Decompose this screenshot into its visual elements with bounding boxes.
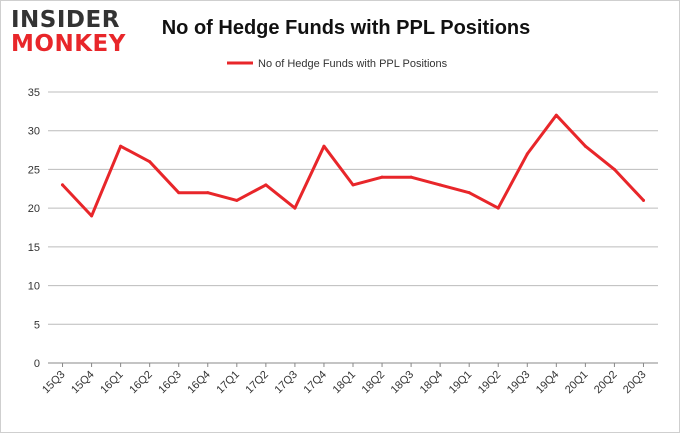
x-tick-label: 17Q1 bbox=[214, 369, 242, 397]
data-point bbox=[148, 160, 152, 164]
data-point bbox=[554, 113, 558, 117]
data-point bbox=[641, 198, 645, 202]
x-tick-label: 16Q4 bbox=[185, 369, 213, 397]
data-point bbox=[90, 214, 94, 218]
data-point bbox=[612, 167, 616, 171]
logo-line-monkey: MONKEY bbox=[11, 31, 126, 57]
grid bbox=[48, 91, 658, 364]
x-tick-label: 18Q3 bbox=[389, 369, 417, 397]
x-axis: 15Q3 15Q4 16Q1 16Q2 16Q3 16Q4 17Q1 17Q2 17Q3 17Q4… bbox=[40, 363, 649, 397]
y-tick-label: 15 bbox=[28, 242, 40, 254]
legend: No of Hedge Funds with PPL Positions bbox=[227, 58, 448, 70]
x-tick-label: 19Q2 bbox=[476, 369, 504, 397]
y-tick-label: 30 bbox=[28, 126, 40, 138]
chart-title: No of Hedge Funds with PPL Positions bbox=[161, 17, 531, 39]
data-point bbox=[467, 191, 471, 195]
x-tick-label: 20Q3 bbox=[621, 369, 649, 397]
x-tick-label: 16Q3 bbox=[156, 369, 184, 397]
x-tick-label: 17Q4 bbox=[302, 369, 330, 397]
data-point bbox=[409, 175, 413, 179]
data-point bbox=[438, 183, 442, 187]
data-point bbox=[177, 191, 181, 195]
x-tick-label: 19Q3 bbox=[505, 369, 533, 397]
data-point bbox=[583, 144, 587, 148]
legend-label: No of Hedge Funds with PPL Positions bbox=[258, 58, 448, 70]
data-point bbox=[322, 144, 326, 148]
x-tick-label: 15Q3 bbox=[40, 369, 68, 397]
x-tick-label: 18Q1 bbox=[331, 369, 359, 397]
data-point bbox=[525, 152, 529, 156]
series bbox=[61, 113, 645, 218]
y-axis: 0 5 10 15 20 25 30 35 bbox=[28, 87, 40, 370]
y-tick-label: 20 bbox=[28, 203, 40, 215]
x-tick-label: 16Q2 bbox=[127, 369, 155, 397]
data-point bbox=[264, 183, 268, 187]
x-tick-label: 20Q1 bbox=[563, 369, 591, 397]
x-tick-label: 19Q4 bbox=[534, 369, 562, 397]
data-point bbox=[351, 183, 355, 187]
y-tick-label: 10 bbox=[28, 281, 40, 293]
x-tick-label: 16Q1 bbox=[98, 369, 126, 397]
insider-monkey-logo: INSIDER MONKEY bbox=[11, 7, 129, 57]
data-point bbox=[119, 144, 123, 148]
logo-line-insider: INSIDER bbox=[11, 7, 120, 33]
y-tick-label: 0 bbox=[34, 358, 40, 370]
x-tick-label: 17Q2 bbox=[243, 369, 271, 397]
y-tick-label: 5 bbox=[34, 319, 40, 331]
data-point bbox=[293, 206, 297, 210]
data-point bbox=[235, 198, 239, 202]
y-tick-label: 25 bbox=[28, 164, 40, 176]
data-point bbox=[61, 183, 65, 187]
data-point bbox=[496, 206, 500, 210]
x-tick-label: 18Q4 bbox=[418, 369, 446, 397]
x-tick-label: 20Q2 bbox=[592, 369, 620, 397]
data-point bbox=[206, 191, 210, 195]
x-tick-label: 19Q1 bbox=[447, 369, 475, 397]
x-tick-label: 15Q4 bbox=[69, 369, 97, 397]
y-tick-label: 35 bbox=[28, 87, 40, 99]
data-point bbox=[380, 175, 384, 179]
x-tick-label: 17Q3 bbox=[273, 369, 301, 397]
x-tick-label: 18Q2 bbox=[360, 369, 388, 397]
